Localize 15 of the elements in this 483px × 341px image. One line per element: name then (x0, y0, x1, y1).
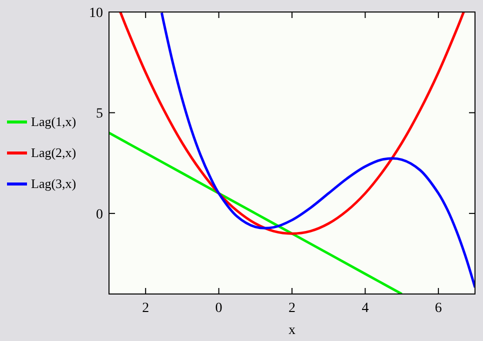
legend-label: Lag(3,x) (31, 176, 76, 191)
x-tick-label: 4 (362, 301, 369, 316)
line-series (160, 12, 475, 289)
x-tick-label: 2 (142, 301, 150, 316)
y-tick-label: 5 (96, 106, 103, 122)
y-tick-label: 0 (96, 207, 103, 222)
legend-label: Lag(2,x) (31, 145, 76, 160)
x-tick-label: 2 (288, 301, 296, 316)
line-series (119, 12, 465, 235)
x-axis-title: x (288, 323, 296, 338)
legend-label: Lag(1,x) (31, 114, 76, 129)
line-series (109, 132, 404, 294)
y-tick-label: 10 (89, 6, 103, 21)
x-tick-label: 6 (434, 301, 442, 316)
x-tick-label: 0 (215, 301, 222, 316)
